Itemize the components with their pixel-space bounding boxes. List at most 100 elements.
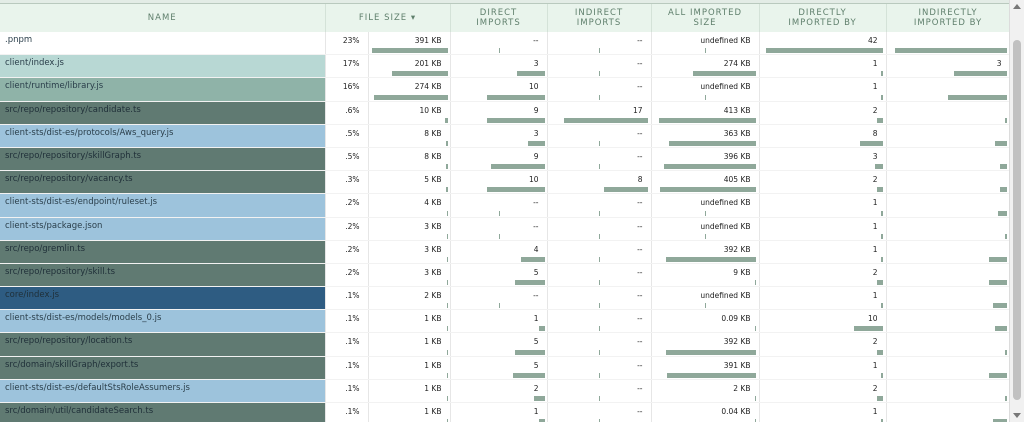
module-name-cell[interactable]: client/index.js: [0, 54, 326, 79]
dib-cell: 1: [759, 286, 887, 311]
table-row[interactable]: client/runtime/library.js 16% 274 KB 10 -- un…: [0, 77, 1011, 102]
indirect-cell: 8: [547, 170, 652, 195]
pct-value: 23%: [342, 36, 360, 45]
module-name-cell[interactable]: client-sts/dist-es/protocols/Aws_query.j…: [0, 124, 326, 148]
table-row[interactable]: client-sts/dist-es/defaultStsRoleAssumer…: [0, 379, 1011, 404]
size-bar: [445, 164, 448, 170]
all-cell: 363 KB: [651, 124, 760, 148]
indirect-cell: 17: [547, 101, 652, 125]
table-row[interactable]: src/repo/gremlin.ts .2% 3 KB 4 -- 392 KB 1: [0, 240, 1011, 264]
direct-cell: 3: [450, 124, 548, 148]
dib-bar: [876, 187, 883, 193]
module-name-cell[interactable]: client-sts/package.json: [0, 217, 326, 241]
table-row[interactable]: client/index.js 17% 201 KB 3 -- 274 KB 1 3: [0, 54, 1011, 79]
module-name-cell[interactable]: client/runtime/library.js: [0, 77, 326, 102]
indirect-cell: --: [547, 124, 652, 148]
table-row[interactable]: src/domain/skillGraph/export.ts .1% 1 KB 5 -…: [0, 356, 1011, 380]
table-row[interactable]: core/index.js .1% 2 KB -- -- undefined KB 1: [0, 286, 1011, 311]
header-direct-imports[interactable]: DIRECT IMPORTS: [450, 4, 548, 32]
pct-cell: .1%: [325, 356, 369, 380]
iib-cell: [886, 124, 1011, 148]
module-name-cell[interactable]: src/domain/skillGraph/export.ts: [0, 356, 326, 380]
dib-bar: [876, 280, 883, 286]
dib-value: 2: [872, 383, 878, 393]
module-name-cell[interactable]: src/repo/repository/location.ts: [0, 332, 326, 357]
table-row[interactable]: client-sts/package.json .2% 3 KB -- -- undefi…: [0, 217, 1011, 241]
pct-value: 16%: [342, 82, 360, 92]
header-file-size[interactable]: FILE SIZE ▾: [325, 4, 451, 32]
module-name-cell[interactable]: src/repo/repository/skill.ts: [0, 263, 326, 288]
table-row[interactable]: src/repo/repository/vacancy.ts .3% 5 KB 10 8…: [0, 170, 1011, 195]
size-value: 3 KB: [424, 244, 442, 254]
dib-cell: 42: [759, 32, 887, 56]
indirect-value: 17: [632, 105, 643, 115]
all-bar: [705, 303, 707, 309]
direct-cell: 9: [450, 101, 548, 125]
all-value: 0.04 KB: [721, 407, 751, 416]
table-row[interactable]: client-sts/dist-es/endpoint/ruleset.js .2…: [0, 193, 1011, 218]
dib-value: 1: [872, 407, 878, 416]
indirect-value: --: [637, 244, 643, 254]
direct-value: 2: [533, 383, 539, 393]
direct-value: 9: [533, 105, 539, 115]
iib-bar: [989, 280, 1008, 286]
module-name-cell[interactable]: src/repo/repository/candidate.ts: [0, 101, 326, 125]
dib-value: 1: [872, 244, 878, 254]
header-indirectly-imported-by[interactable]: INDIRECTLY IMPORTED BY: [886, 4, 1011, 32]
direct-cell: 5: [450, 332, 548, 357]
dib-cell: 1: [759, 193, 887, 218]
table-row[interactable]: .pnpm 23% 391 KB -- -- undefined KB 42: [0, 32, 1011, 56]
size-cell: 1 KB: [368, 332, 451, 357]
iib-value: 3: [996, 59, 1002, 69]
module-name-cell[interactable]: src/repo/gremlin.ts: [0, 240, 326, 264]
scroll-down-icon[interactable]: [1013, 413, 1021, 418]
module-name-cell[interactable]: .pnpm: [0, 32, 326, 56]
vertical-scrollbar[interactable]: [1009, 0, 1024, 422]
direct-bar: [487, 187, 545, 193]
pct-cell: .1%: [325, 379, 369, 404]
module-name-cell[interactable]: client-sts/dist-es/endpoint/ruleset.js: [0, 193, 326, 218]
header-indirect-imports[interactable]: INDIRECT IMPORTS: [547, 4, 652, 32]
dib-cell: 1: [759, 240, 887, 264]
indirect-value: --: [637, 36, 643, 45]
header-all-imported-size[interactable]: ALL IMPORTED SIZE: [651, 4, 760, 32]
dib-cell: 1: [759, 217, 887, 241]
table-row[interactable]: src/repo/repository/skillGraph.ts .5% 8 KB…: [0, 147, 1011, 172]
table-row[interactable]: src/repo/repository/skill.ts .2% 3 KB 5 -- 9 …: [0, 263, 1011, 288]
scrollbar-thumb[interactable]: [1013, 40, 1021, 400]
table-row[interactable]: src/repo/repository/location.ts .1% 1 KB 5 -…: [0, 332, 1011, 357]
header-directly-imported-by[interactable]: DIRECTLY IMPORTED BY: [759, 4, 887, 32]
scroll-up-icon[interactable]: [1013, 4, 1021, 9]
module-name-cell[interactable]: client-sts/dist-es/defaultStsRoleAssumer…: [0, 379, 326, 404]
pct-cell: .1%: [325, 286, 369, 311]
size-cell: 274 KB: [368, 77, 451, 102]
module-name-cell[interactable]: src/repo/repository/vacancy.ts: [0, 170, 326, 195]
table-row[interactable]: src/repo/repository/candidate.ts .6% 10 KB…: [0, 101, 1011, 125]
module-name-cell[interactable]: client-sts/dist-es/models/models_0.js: [0, 309, 326, 334]
all-value: 274 KB: [723, 59, 751, 69]
indirect-bar: [564, 117, 649, 123]
module-name-cell[interactable]: src/repo/repository/skillGraph.ts: [0, 147, 326, 172]
direct-bar: [539, 326, 545, 332]
module-name-cell[interactable]: core/index.js: [0, 286, 326, 311]
pct-cell: .2%: [325, 193, 369, 218]
size-value: 4 KB: [424, 198, 442, 208]
table-row[interactable]: src/domain/util/candidateSearch.ts .1% 1 K…: [0, 402, 1011, 422]
sort-descending-icon: ▾: [410, 13, 417, 23]
table-row[interactable]: client-sts/dist-es/protocols/Aws_query.j…: [0, 124, 1011, 148]
dib-bar: [880, 94, 883, 100]
size-value: 2 KB: [424, 291, 442, 301]
size-value: 274 KB: [414, 82, 442, 92]
header-name[interactable]: NAME: [0, 4, 326, 32]
indirect-cell: --: [547, 54, 652, 79]
indirect-cell: --: [547, 77, 652, 102]
table-row[interactable]: client-sts/dist-es/models/models_0.js .1%…: [0, 309, 1011, 334]
direct-value: 5: [533, 360, 539, 370]
dib-value: 1: [872, 360, 878, 370]
dib-cell: 2: [759, 170, 887, 195]
indirect-bar: [599, 233, 601, 239]
module-name-cell[interactable]: src/domain/util/candidateSearch.ts: [0, 402, 326, 422]
iib-bar: [894, 48, 1008, 54]
indirect-value: --: [637, 198, 643, 208]
pct-cell: .1%: [325, 402, 369, 422]
